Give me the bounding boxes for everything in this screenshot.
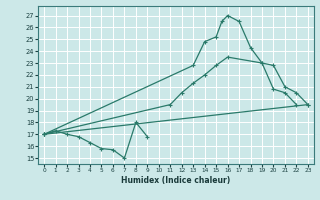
X-axis label: Humidex (Indice chaleur): Humidex (Indice chaleur) [121,176,231,185]
